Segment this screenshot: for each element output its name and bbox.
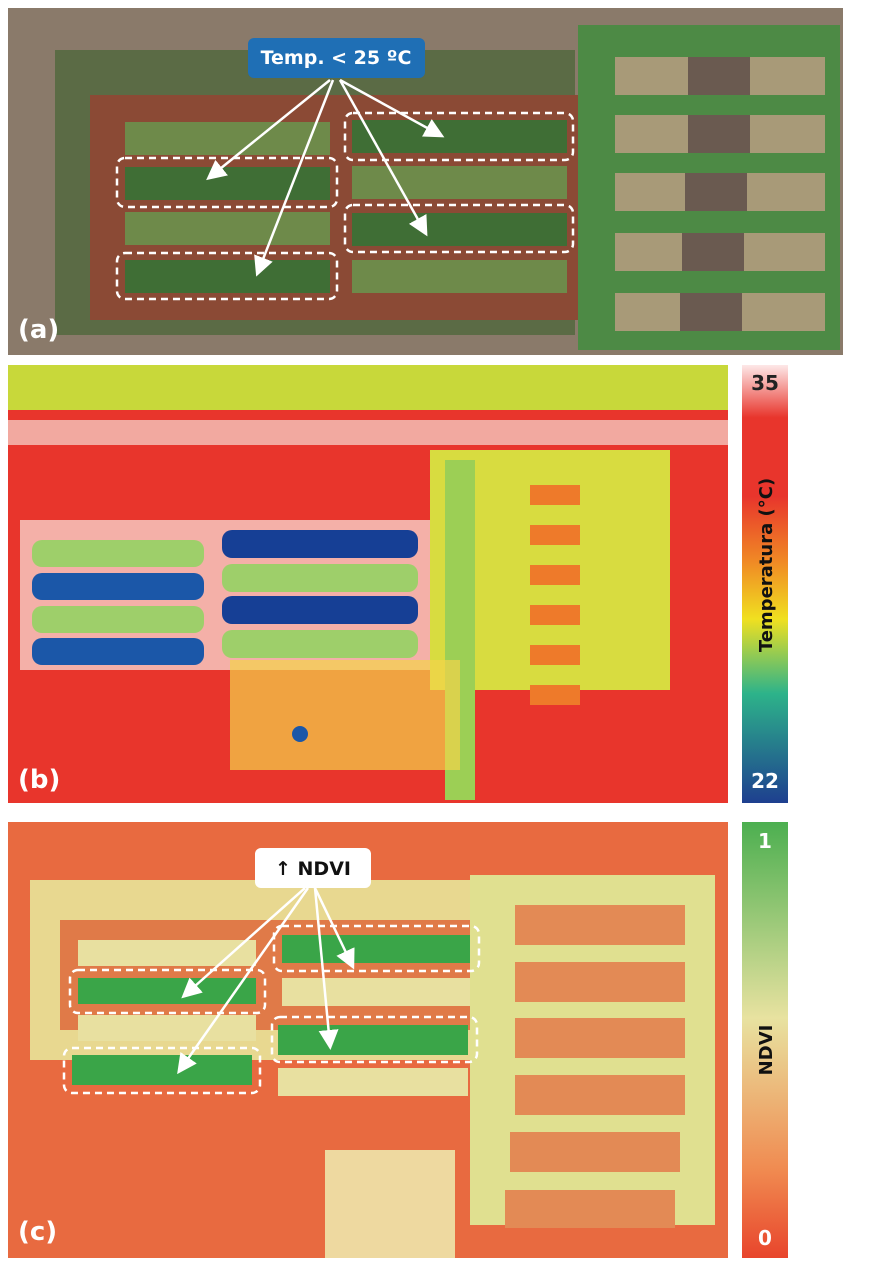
callout-temp: Temp. < 25 ºC — [261, 47, 412, 69]
panel-c: ↑ NDVI (c) 1 0 NDVI — [8, 822, 788, 1258]
panel-label: (a) — [18, 315, 59, 345]
panel-a: Temp. < 25 ºC (a) — [8, 8, 843, 355]
colorbar-min: 0 — [758, 1226, 772, 1250]
colorbar-min: 22 — [751, 769, 779, 793]
figure: Temp. < 25 ºC (a) (b) 35 22 Temperatura … — [0, 0, 872, 1262]
colorbar-max: 35 — [751, 371, 779, 395]
panel-label: (b) — [18, 765, 60, 795]
colorbar-title: NDVI — [756, 1025, 777, 1076]
callout-ndvi: ↑ NDVI — [275, 858, 351, 880]
colorbar-title: Temperatura (°C) — [756, 478, 777, 652]
panel-label: (c) — [18, 1217, 57, 1247]
colorbar-max: 1 — [758, 829, 772, 853]
panel-b: (b) 35 22 Temperatura (°C) — [8, 365, 788, 803]
